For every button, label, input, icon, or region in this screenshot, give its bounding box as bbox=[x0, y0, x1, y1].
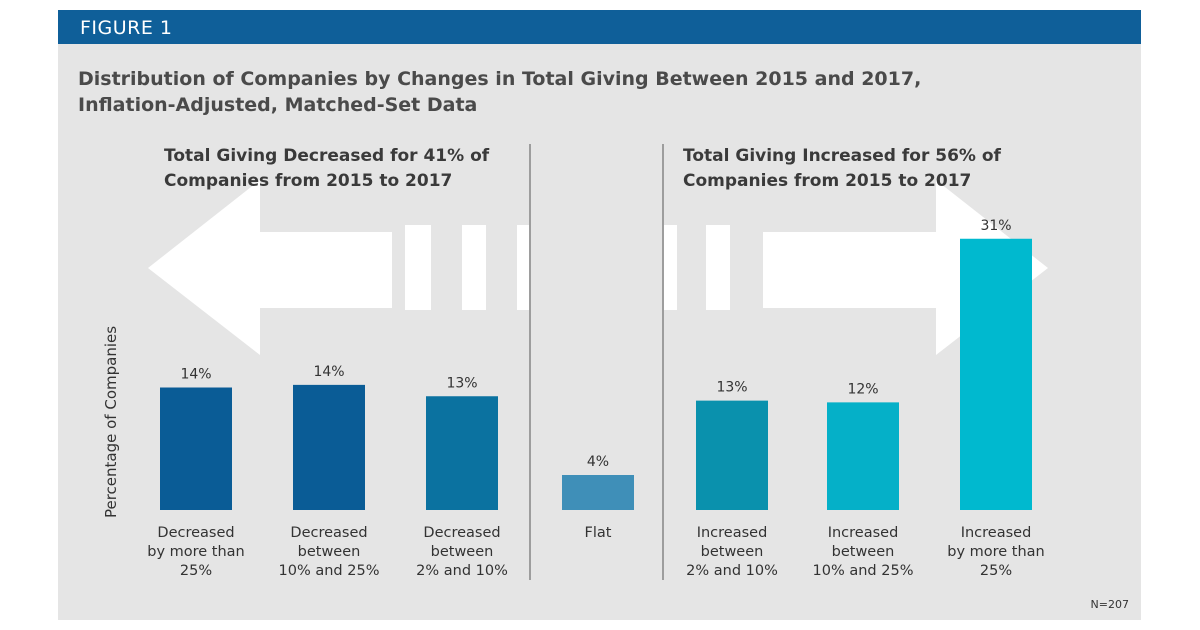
bar bbox=[426, 396, 498, 510]
right-arrow-dash-icon bbox=[664, 225, 677, 310]
category-label: between bbox=[832, 544, 895, 560]
bar bbox=[696, 400, 768, 510]
right-arrow-dash-icon bbox=[706, 225, 730, 310]
bar bbox=[827, 402, 899, 510]
bar bbox=[293, 384, 365, 510]
figure-header-bar: FIGURE 1 bbox=[58, 10, 1141, 44]
data-label: 14% bbox=[180, 367, 211, 383]
chart-title-line-2: Inflation-Adjusted, Matched-Set Data bbox=[78, 94, 478, 116]
category-label: 25% bbox=[980, 563, 1012, 579]
category-label: 2% and 10% bbox=[686, 563, 778, 579]
bar bbox=[562, 475, 634, 510]
figure-panel: FIGURE 1 Distribution of Companies by Ch… bbox=[58, 10, 1141, 620]
category-label: 10% and 25% bbox=[279, 563, 380, 579]
category-label: Increased bbox=[697, 525, 768, 541]
category-label: Decreased bbox=[423, 525, 500, 541]
category-label: Increased bbox=[828, 525, 899, 541]
group-label-increased: Total Giving Increased for 56% of Compan… bbox=[683, 144, 1023, 194]
group-label-increased-line-1: Total Giving Increased for 56% of bbox=[683, 146, 1001, 166]
data-label: 14% bbox=[313, 364, 344, 380]
left-arrow-dash-icon bbox=[462, 225, 486, 310]
category-label: by more than bbox=[147, 544, 245, 560]
category-label: by more than bbox=[947, 544, 1045, 560]
group-label-increased-line-2: Companies from 2015 to 2017 bbox=[683, 171, 972, 191]
group-label-decreased-line-1: Total Giving Decreased for 41% of bbox=[164, 146, 490, 166]
bar bbox=[960, 238, 1032, 510]
category-label: 10% and 25% bbox=[813, 563, 914, 579]
category-label: Decreased bbox=[157, 525, 234, 541]
category-label: between bbox=[298, 544, 361, 560]
left-arrow-dash-icon bbox=[405, 225, 431, 310]
category-label: 2% and 10% bbox=[416, 563, 508, 579]
group-label-decreased: Total Giving Decreased for 41% of Compan… bbox=[164, 144, 504, 194]
bar-chart: Percentage of Companies 14% Decreased by mo… bbox=[102, 144, 1048, 580]
left-arrow-icon bbox=[148, 180, 392, 355]
chart-title-line-1: Distribution of Companies by Changes in … bbox=[78, 68, 922, 90]
category-label: 25% bbox=[180, 563, 212, 579]
category-label: Increased bbox=[961, 525, 1032, 541]
category-label: Decreased bbox=[290, 525, 367, 541]
category-label: Flat bbox=[585, 525, 612, 541]
data-label: 13% bbox=[446, 375, 477, 391]
bar bbox=[160, 387, 232, 510]
data-label: 4% bbox=[587, 454, 609, 470]
figure-label: FIGURE 1 bbox=[80, 17, 173, 39]
data-label: 12% bbox=[847, 381, 878, 397]
data-label: 31% bbox=[980, 218, 1011, 234]
y-axis-label: Percentage of Companies bbox=[102, 326, 120, 518]
data-label: 13% bbox=[716, 380, 747, 396]
chart-title: Distribution of Companies by Changes in … bbox=[78, 66, 978, 118]
sample-size-note: N=207 bbox=[1090, 598, 1129, 611]
left-arrow-dash-icon bbox=[517, 225, 529, 310]
category-label: between bbox=[701, 544, 764, 560]
category-label: between bbox=[431, 544, 494, 560]
group-label-decreased-line-2: Companies from 2015 to 2017 bbox=[164, 171, 453, 191]
